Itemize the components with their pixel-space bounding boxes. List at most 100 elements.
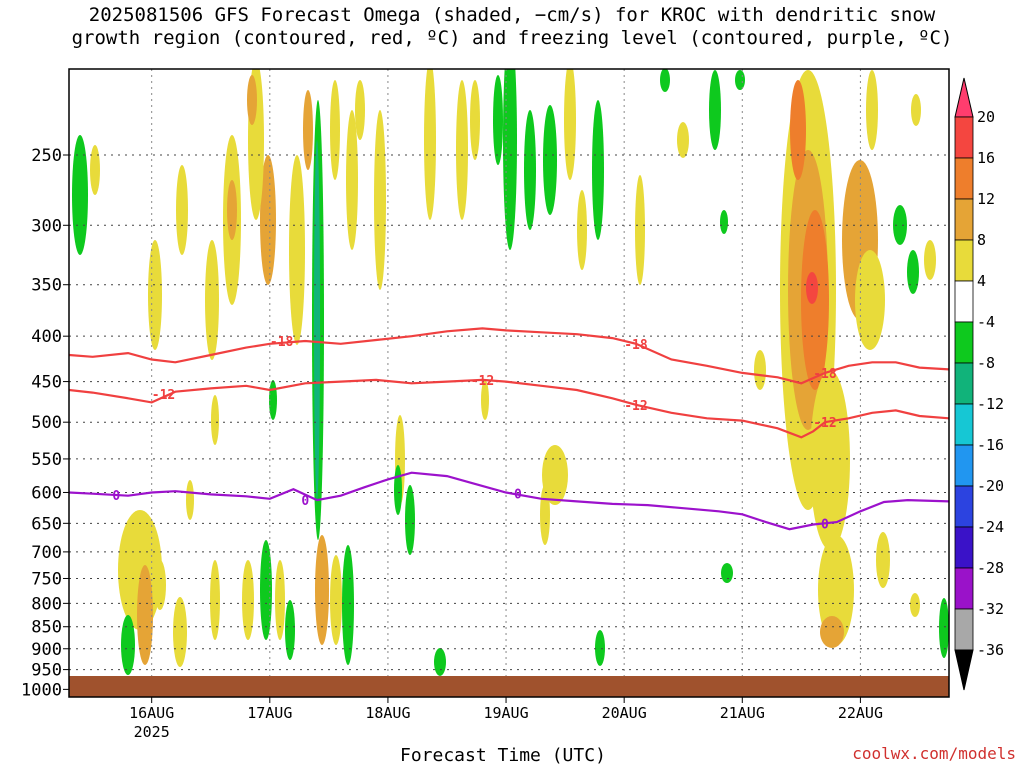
shading-cell (893, 205, 907, 245)
shading-cell (660, 69, 670, 92)
contour-label: -18 (624, 338, 648, 353)
shading-cell (592, 100, 604, 240)
colorbar-swatch (954, 198, 974, 241)
shading-cell (314, 140, 320, 500)
colorbar-swatch (954, 116, 974, 159)
colorbar-swatch (954, 157, 974, 200)
x-axis-label: Forecast Time (UTC) (400, 745, 606, 766)
colorbar: 20 16 12 8 4 -4 -8 -12 -16 -20 -24 -28 -32 -36 (954, 77, 1004, 691)
colorbar-swatch (954, 362, 974, 405)
credit-link[interactable]: coolwx.com/models (852, 744, 1016, 763)
shading-cell (424, 69, 436, 220)
shading-cell (820, 616, 844, 648)
x-tick-label: 19AUG (483, 704, 528, 722)
shading-cell (735, 70, 745, 90)
shading-cell (176, 165, 188, 255)
shading-cell (242, 560, 254, 640)
shading-cell (260, 540, 272, 640)
shading-cell (330, 555, 342, 645)
shading-cell (211, 395, 219, 445)
x-tick-label: 20AUG (602, 704, 647, 722)
x-axis: 16AUG 17AUG 18AUG 19AUG 20AUG 21AUG 22AUG 2025 (129, 697, 883, 741)
shading-cell (709, 70, 721, 150)
shading-cell (247, 75, 257, 125)
shading-cell (90, 145, 100, 195)
shading-cell (481, 380, 489, 420)
y-tick-label: 550 (31, 450, 62, 470)
shading-cell (635, 175, 645, 285)
colorbar-swatch (954, 444, 974, 487)
colorbar-label: -28 (977, 559, 1004, 577)
x-tick-label: 22AUG (838, 704, 883, 722)
colorbar-swatch (954, 239, 974, 282)
shading-cell (275, 560, 285, 640)
y-tick-label: 500 (31, 413, 62, 433)
y-axis: 2503003504004505005506006507007508008509… (21, 146, 69, 700)
shading-cell (493, 75, 503, 165)
x-tick-sublabel: 2025 (134, 723, 170, 741)
ground-surface (69, 676, 949, 697)
contour-label: -18 (270, 335, 294, 350)
contour-label: 0 (112, 489, 120, 504)
contour-label: -18 (813, 367, 837, 382)
y-tick-label: 650 (31, 514, 62, 534)
y-tick-label: 750 (31, 569, 62, 589)
contour-label: -12 (813, 416, 836, 431)
contour-line (69, 327, 949, 385)
shading-cell (720, 210, 728, 234)
shading-cell (330, 80, 340, 180)
shading-cell (374, 110, 386, 290)
colorbar-bottom-arrow (954, 649, 974, 691)
shading-cell (924, 240, 936, 280)
shading-cell (911, 94, 921, 126)
colorbar-label: 20 (977, 108, 995, 126)
y-tick-label: 850 (31, 618, 62, 638)
chart-title-line-1: 2025081506 GFS Forecast Omega (shaded, −… (88, 4, 936, 26)
x-tick-label: 17AUG (247, 704, 292, 722)
shading-cell (503, 69, 517, 250)
colorbar-label: 8 (977, 231, 986, 249)
shading-cell (210, 560, 220, 640)
colorbar-label: -8 (977, 354, 995, 372)
colorbar-swatch (954, 567, 974, 610)
colorbar-swatch (954, 526, 974, 569)
plot-frame (68, 68, 950, 698)
shading-cell (540, 485, 550, 545)
contour-label: 0 (514, 488, 522, 503)
shading-cell (939, 598, 949, 658)
shading-cell (542, 445, 568, 505)
y-tick-label: 1000 (21, 680, 62, 700)
colorbar-swatch (954, 608, 974, 651)
shading-cell (148, 240, 162, 350)
y-tick-label: 600 (31, 483, 62, 503)
shading-cell (289, 155, 305, 345)
y-tick-label: 700 (31, 543, 62, 563)
x-tick-label: 18AUG (365, 704, 410, 722)
shading-cell (355, 80, 365, 140)
colorbar-label: -20 (977, 477, 1004, 495)
shading-cell (470, 80, 480, 160)
chart-title: 2025081506 GFS Forecast Omega (shaded, −… (0, 4, 1024, 50)
x-tick-label: 16AUG (129, 704, 174, 722)
shading-cell (910, 593, 920, 617)
shading-cell (456, 80, 468, 220)
y-tick-label: 800 (31, 594, 62, 614)
shading-cell (303, 90, 313, 170)
shading-cell (227, 180, 237, 240)
y-tick-label: 300 (31, 216, 62, 236)
shading-cell (121, 615, 135, 675)
shading-cell (342, 545, 354, 665)
contour-lines: -18 -18 -18 -12 -12 -12 -12 0 0 0 0 (69, 327, 949, 532)
shading-cell (405, 485, 415, 555)
shading-cell (721, 563, 733, 583)
y-tick-label: 900 (31, 640, 62, 660)
shading-cell (154, 560, 166, 610)
colorbar-label: 16 (977, 149, 995, 167)
y-tick-label: 350 (31, 276, 62, 296)
contour-line (69, 471, 949, 531)
colorbar-label: -32 (977, 600, 1004, 618)
shading-cell (810, 370, 850, 550)
contour-label: -12 (471, 374, 494, 389)
colorbar-label: -24 (977, 518, 1004, 536)
